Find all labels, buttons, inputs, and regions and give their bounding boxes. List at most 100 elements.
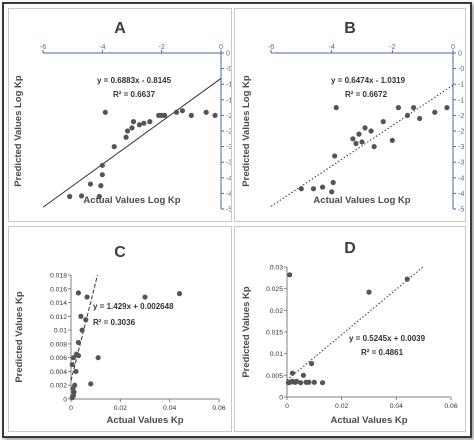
x-tick-label: 0.02	[335, 403, 348, 410]
data-point	[124, 128, 131, 134]
data-point	[310, 186, 317, 192]
x-tick-label: 0	[451, 42, 455, 51]
y-tick-label: -1.5	[226, 95, 231, 104]
data-point	[319, 380, 326, 386]
trendline	[286, 266, 424, 381]
data-point	[359, 139, 365, 145]
x-tick-label: 0.06	[444, 403, 457, 410]
chart-a: A -6 -4 -2 00 -0.5 -1 -1.5 -2 -2.5 -3 -3.5 -4 -4.5 -5 y…	[13, 20, 238, 214]
r-squared-label: R² = 0.3036	[93, 318, 136, 327]
trendline-equation: y = 0.6883x - 0.8145	[97, 76, 172, 85]
r-squared-label: R² = 0.6637	[113, 90, 156, 99]
data-point	[67, 193, 73, 200]
y-tick-label: 0.015	[266, 330, 283, 337]
panel-b: B -6 -4 -2 00 -0.5 -1 -1.5 -2 -2.5 -3 -3.5 -4 -4.5 -5 y…	[234, 8, 470, 222]
x-axis-label: Actual Values Kp	[106, 415, 183, 426]
y-tick-label: -2	[458, 111, 464, 120]
y-axis-label: Predicted Values Kp	[14, 291, 25, 383]
x-tick-label: 0.04	[390, 403, 403, 410]
y-axis-label: Predicted Values Log Kp	[13, 75, 24, 187]
y-tick-label: -1	[226, 80, 231, 89]
data-point	[102, 109, 108, 115]
x-axis-label: Actual Values Log Kp	[313, 195, 410, 206]
trendline	[42, 78, 222, 208]
trendline	[70, 274, 98, 381]
y-tick-label: -2.5	[226, 127, 231, 136]
data-point	[95, 355, 101, 361]
data-point	[329, 189, 335, 195]
data-point	[287, 272, 293, 278]
data-point	[212, 112, 218, 118]
data-point	[123, 134, 129, 140]
data-point	[444, 105, 450, 111]
data-point	[70, 355, 77, 361]
data-point	[332, 153, 338, 159]
data-point	[173, 109, 180, 115]
y-tick-label: -0.5	[226, 64, 231, 73]
y-tick-label: -3	[226, 142, 231, 151]
y-tick-label: -1.5	[458, 95, 465, 104]
y-tick-label: 0.008	[50, 341, 67, 348]
y-tick-label: 0.014	[50, 300, 67, 307]
data-point	[96, 193, 102, 200]
x-tick-label: -6	[40, 42, 46, 51]
y-tick-label: -0.5	[458, 64, 465, 73]
x-tick-label: -2	[389, 42, 395, 51]
y-tick-label: -3.5	[226, 158, 231, 167]
data-point	[188, 112, 194, 118]
data-point	[111, 144, 117, 150]
x-axis-label: Actual Values Log Kp	[83, 195, 180, 206]
data-point	[368, 128, 374, 134]
data-point	[380, 119, 386, 125]
y-tick-label: -4	[458, 173, 464, 182]
x-tick-label: 0.02	[114, 405, 127, 412]
chart-d: D 0 0.02 0.04 0.06 0 0.005 0.01 0.015 0.02 0.025 0.…	[241, 240, 458, 426]
data-point	[83, 317, 89, 323]
data-point	[88, 381, 94, 387]
y-axis-label: Predicted Values Log Kp	[241, 75, 252, 187]
y-tick-label: -1	[458, 80, 464, 89]
data-point	[141, 120, 147, 126]
y-tick-label: 0.018	[50, 273, 67, 280]
data-point	[319, 184, 326, 190]
data-point	[311, 379, 317, 385]
data-point	[298, 380, 304, 386]
y-tick-label: 0.004	[50, 369, 67, 376]
data-point	[333, 105, 339, 111]
x-tick-label: -2	[158, 42, 164, 51]
y-tick-label: -5	[458, 205, 464, 214]
r-squared-label: R² = 0.6672	[345, 90, 388, 99]
data-point	[404, 112, 411, 118]
data-point	[142, 294, 148, 300]
data-point	[69, 361, 75, 368]
chart-b: B -6 -4 -2 00 -0.5 -1 -1.5 -2 -2.5 -3 -3.5 -4 -4.5 -5 y…	[241, 20, 470, 214]
data-point	[72, 382, 78, 388]
data-point	[87, 181, 94, 187]
data-point	[73, 368, 79, 375]
y-tick-label: -2	[226, 111, 231, 120]
y-tick-label: -3.5	[458, 158, 465, 167]
trendline-equation: y = 0.6474x - 1.0319	[331, 76, 406, 85]
panel-c: C 0 0.02 0.04 0.06 0 0.002 0.004 0.006 0.008 0.01 0…	[8, 226, 232, 432]
data-point	[203, 109, 209, 115]
data-point	[309, 361, 315, 367]
data-point	[389, 137, 395, 143]
data-point	[129, 125, 135, 131]
y-tick-label: 0.002	[50, 383, 67, 390]
x-tick-label: 0	[219, 42, 223, 51]
chart-title: A	[114, 20, 126, 37]
trendline-equation: y = 1.429x + 0.002648	[93, 302, 174, 311]
y-tick-label: 0	[63, 397, 67, 404]
y-tick-label: -4.5	[458, 189, 465, 198]
data-point	[306, 379, 312, 385]
panel-d: D 0 0.02 0.04 0.06 0 0.005 0.01 0.015 0.02 0.025 0.…	[234, 226, 466, 432]
data-point	[98, 183, 104, 189]
data-point	[78, 193, 85, 199]
y-tick-label: 0.01	[270, 351, 283, 358]
data-point	[75, 353, 81, 359]
data-point	[417, 115, 423, 122]
data-point	[300, 372, 306, 378]
data-point	[366, 289, 372, 295]
data-point	[136, 122, 143, 128]
